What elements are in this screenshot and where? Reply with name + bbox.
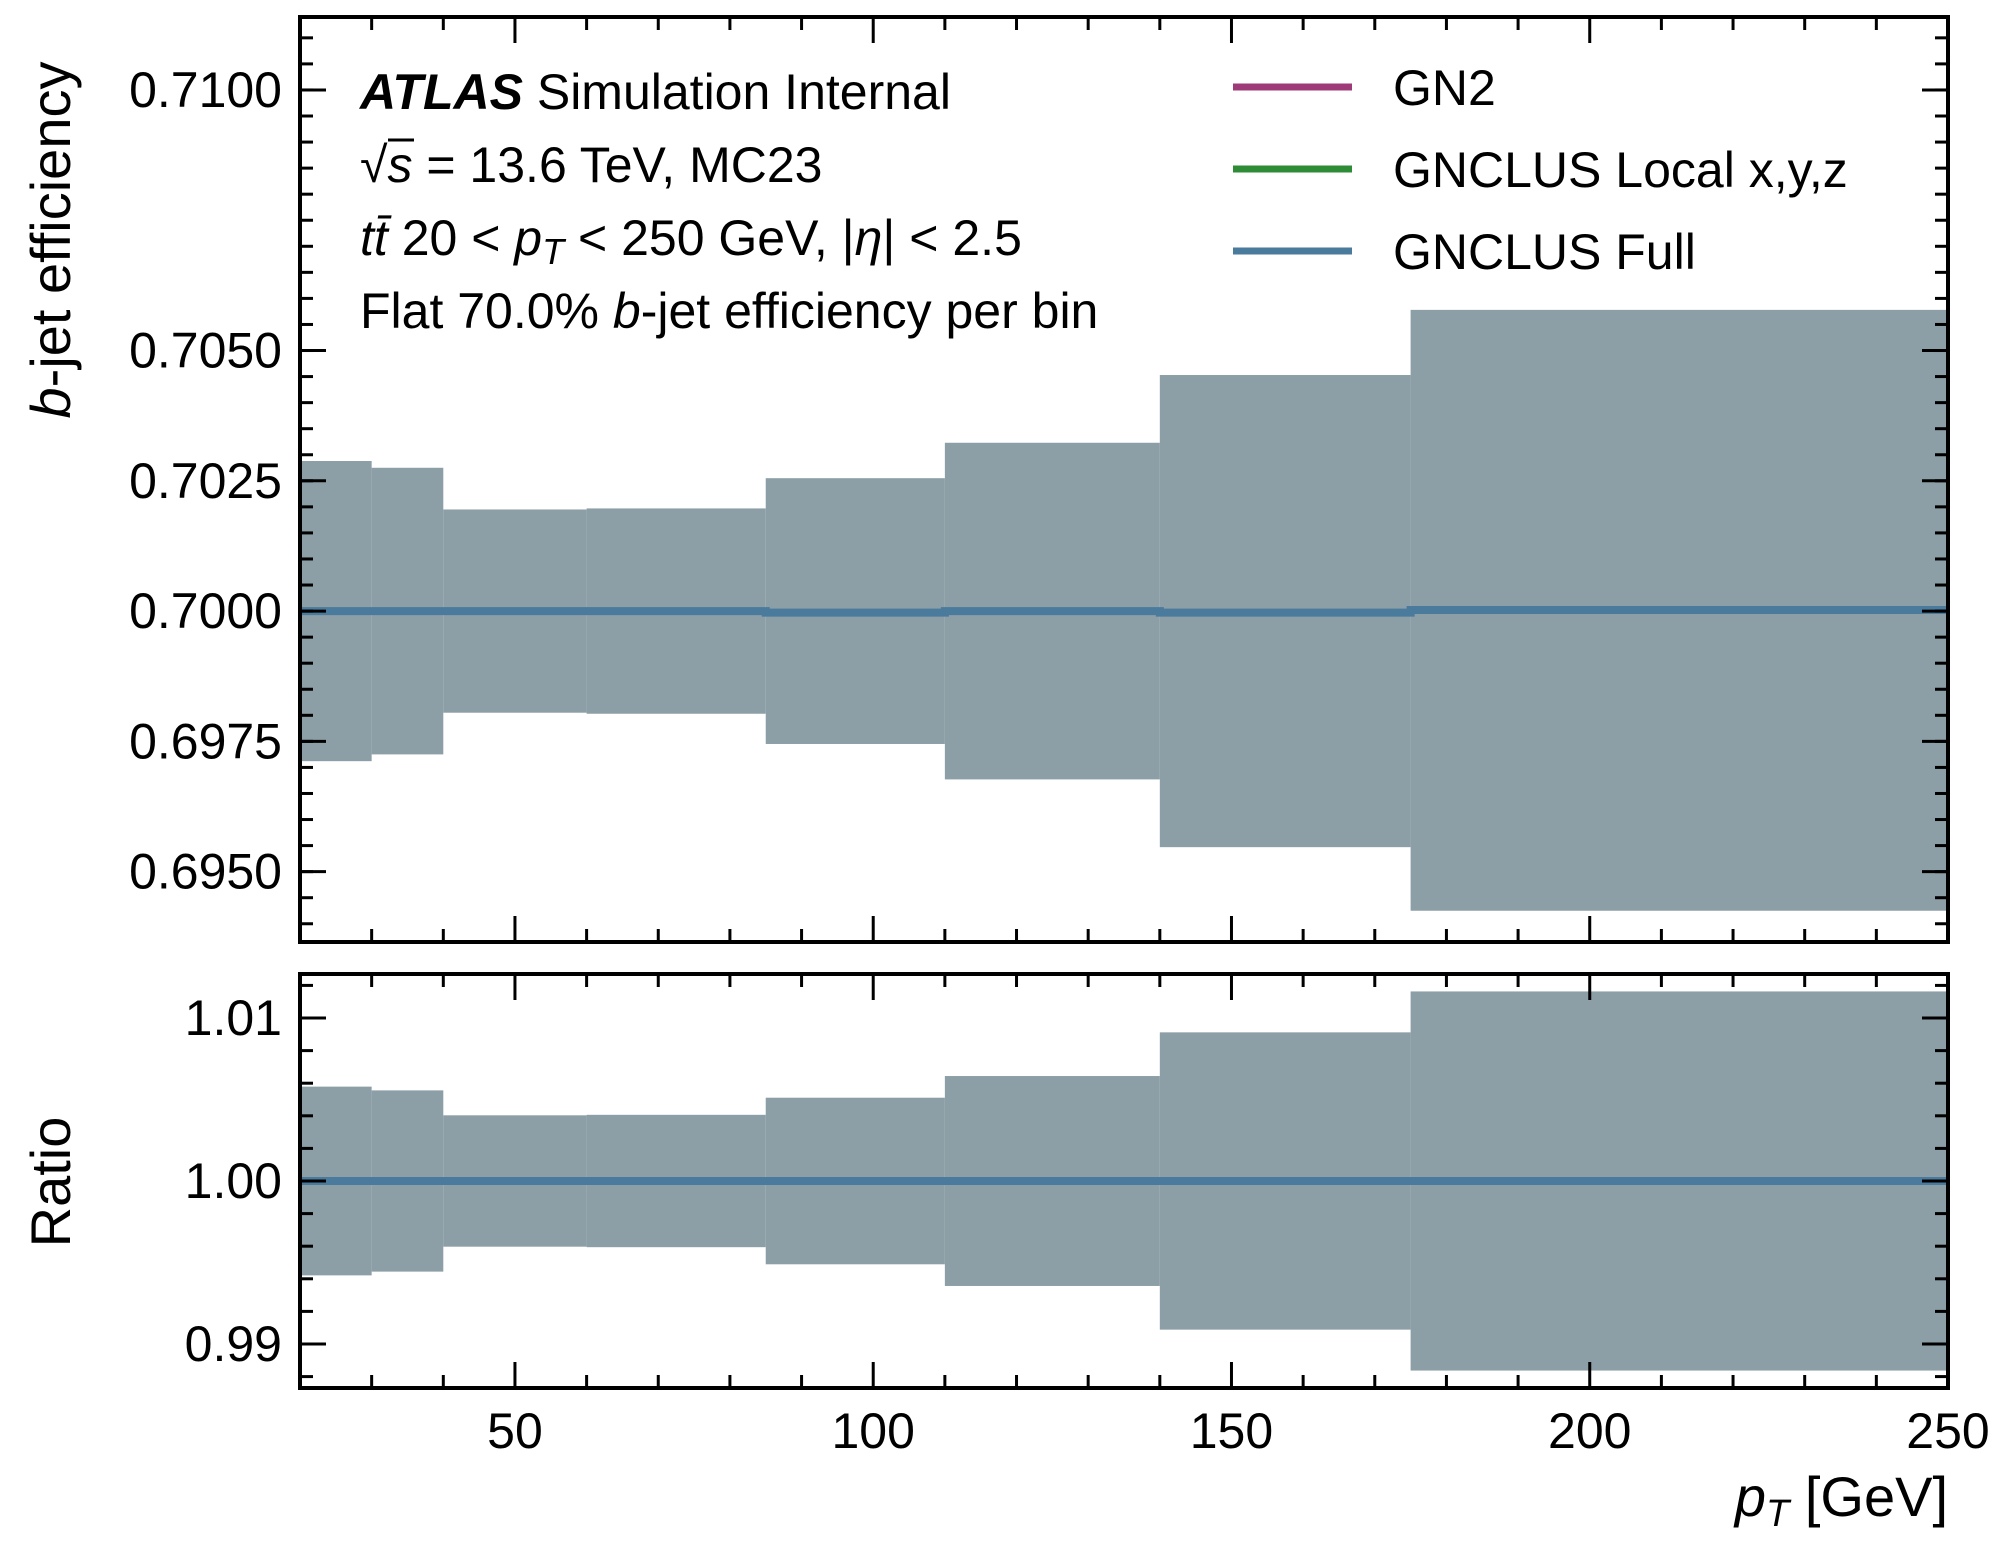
- legend-label-gnclus-local: GNCLUS Local x,y,z: [1393, 142, 1848, 198]
- y-tick-label-efficiency: 0.7050: [129, 323, 282, 379]
- x-tick-label: 150: [1190, 1403, 1273, 1459]
- bands-layer: [300, 309, 1948, 1371]
- y-axis-label-ratio: Ratio: [19, 1117, 82, 1248]
- y-axis-label-efficiency: b-jet efficiency: [19, 62, 82, 419]
- y-tick-label-efficiency: 0.6950: [129, 844, 282, 900]
- y-tick-label-efficiency: 0.7000: [129, 583, 282, 639]
- energy-label: √s = 13.6 TeV, MC23: [360, 137, 822, 193]
- y-tick-label-efficiency: 0.7100: [129, 62, 282, 118]
- legend: GN2 GNCLUS Local x,y,z GNCLUS Full: [1233, 60, 1848, 280]
- legend-label-gn2: GN2: [1393, 60, 1496, 116]
- x-tick-label: 100: [831, 1403, 914, 1459]
- ticks-layer: [298, 17, 1950, 1388]
- working-point-label: Flat 70.0% b-jet efficiency per bin: [360, 283, 1098, 339]
- tick-labels-layer: 0.6950 0.6975 0.7000 0.7025 0.7050 0.7100 0.99…: [129, 62, 1990, 1459]
- x-tick-label: 50: [487, 1403, 543, 1459]
- y-tick-label-ratio: 0.99: [185, 1316, 282, 1372]
- legend-label-gnclus-full: GNCLUS Full: [1393, 224, 1696, 280]
- atlas-label: ATLAS Simulation Internal: [358, 64, 951, 120]
- series-line-efficiency: [300, 606, 1948, 617]
- y-tick-label-efficiency: 0.6975: [129, 713, 282, 769]
- x-tick-label: 250: [1906, 1403, 1989, 1459]
- series-lines-layer: [300, 606, 1948, 1185]
- x-tick-label: 200: [1548, 1403, 1631, 1459]
- annotation-block: ATLAS Simulation Internal √s = 13.6 TeV,…: [358, 64, 1098, 339]
- y-tick-label-ratio: 1.01: [185, 990, 282, 1046]
- selection-label: tt̄ 20 < pT < 250 GeV, |η| < 2.5: [360, 210, 1022, 272]
- x-axis-label: pT [GeV]: [1733, 1465, 1948, 1535]
- y-tick-label-efficiency: 0.7025: [129, 453, 282, 509]
- y-tick-label-ratio: 1.00: [185, 1153, 282, 1209]
